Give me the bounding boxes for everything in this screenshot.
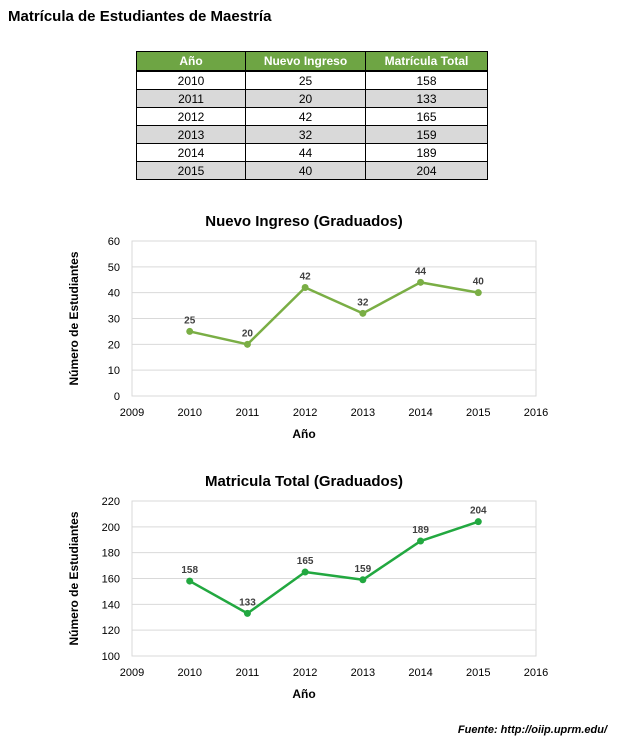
cell-year: 2015 <box>136 161 246 180</box>
data-point <box>474 289 482 297</box>
y-tick-label: 50 <box>108 262 120 274</box>
data-label: 42 <box>300 272 312 283</box>
y-tick-label: 10 <box>108 365 120 377</box>
table-row: 2012 42 165 <box>136 107 488 126</box>
cell-year: 2011 <box>136 89 246 108</box>
x-tick-label: 2011 <box>236 667 260 679</box>
y-tick-label: 200 <box>102 522 120 534</box>
y-tick-label: 180 <box>102 548 120 560</box>
data-point <box>417 278 425 286</box>
x-tick-label: 2012 <box>293 667 317 679</box>
series-line <box>189 281 479 346</box>
x-tick-label: 2015 <box>466 407 490 419</box>
x-tick-label: 2010 <box>177 667 201 679</box>
data-label: 40 <box>473 277 485 288</box>
data-point <box>417 537 425 545</box>
y-tick-label: 20 <box>108 339 120 351</box>
plot-area <box>131 240 537 397</box>
table-row: 2013 32 159 <box>136 125 488 144</box>
y-tick-label: 140 <box>102 599 120 611</box>
series-line <box>189 520 479 615</box>
data-point <box>301 284 309 291</box>
data-point <box>359 576 367 584</box>
table-row: 2014 44 189 <box>136 143 488 162</box>
y-axis-label: Número de Estudiantes <box>67 251 81 385</box>
data-point <box>301 568 309 576</box>
data-label: 158 <box>181 565 198 576</box>
y-tick-label: 30 <box>108 314 120 326</box>
source-note: Fuente: http://oiip.uprm.edu/ <box>457 724 607 736</box>
x-tick-label: 2012 <box>293 407 317 419</box>
data-label: 133 <box>239 597 256 608</box>
x-tick-label: 2010 <box>177 407 201 419</box>
chart-title: Nuevo Ingreso (Graduados) <box>205 213 403 230</box>
cell-total: 133 <box>365 89 488 108</box>
cell-total: 204 <box>365 161 488 180</box>
table-row: 2010 25 158 <box>136 70 488 90</box>
cell-year: 2013 <box>136 125 246 144</box>
cell-year: 2010 <box>136 70 246 90</box>
page-title: Matrícula de Estudiantes de Maestría <box>8 8 272 25</box>
data-label: 204 <box>470 506 487 517</box>
data-label: 20 <box>242 328 254 339</box>
x-axis-label: Año <box>292 427 315 441</box>
x-tick-label: 2009 <box>120 667 144 679</box>
plot-area <box>131 500 537 657</box>
y-tick-label: 100 <box>102 651 120 663</box>
cell-new: 42 <box>245 107 366 126</box>
y-tick-label: 0 <box>114 391 120 403</box>
y-tick-label: 160 <box>102 574 120 586</box>
x-tick-label: 2014 <box>408 407 432 419</box>
x-tick-label: 2013 <box>351 407 375 419</box>
y-tick-label: 60 <box>108 236 120 248</box>
cell-new: 20 <box>245 89 366 108</box>
data-point <box>243 340 251 348</box>
cell-new: 25 <box>245 70 366 90</box>
new-enrollment-chart: Nuevo Ingreso (Graduados) 0 10 20 30 40 50 60 20… <box>67 213 548 441</box>
y-axis-label: Número de Estudiantes <box>67 511 81 645</box>
data-label: 159 <box>355 564 372 575</box>
cell-new: 32 <box>245 125 366 144</box>
x-tick-label: 2011 <box>236 407 260 419</box>
x-tick-label: 2014 <box>408 667 432 679</box>
cell-total: 158 <box>365 70 488 90</box>
x-tick-label: 2016 <box>524 667 548 679</box>
x-tick-label: 2016 <box>524 407 548 419</box>
y-tick-label: 40 <box>108 288 120 300</box>
header-year: Año <box>136 51 246 72</box>
x-axis-label: Año <box>292 687 315 701</box>
chart-title: Matricula Total (Graduados) <box>205 473 403 490</box>
header-total-enrollment: Matrícula Total <box>365 51 488 72</box>
total-enrollment-chart: Matricula Total (Graduados) 100 120 140 160 1… <box>67 473 548 701</box>
enrollment-table: Año Nuevo Ingreso Matrícula Total 2010 2… <box>136 51 488 180</box>
y-tick-label: 120 <box>102 625 120 637</box>
cell-total: 189 <box>365 143 488 162</box>
x-tick-label: 2009 <box>120 407 144 419</box>
data-point <box>359 309 367 317</box>
cell-new: 44 <box>245 143 366 162</box>
table-row: 2015 40 204 <box>136 161 488 180</box>
x-tick-label: 2013 <box>351 667 375 679</box>
cell-new: 40 <box>245 161 366 180</box>
table-header-row: Año Nuevo Ingreso Matrícula Total <box>136 51 488 72</box>
data-point <box>243 609 251 617</box>
cell-year: 2014 <box>136 143 246 162</box>
data-label: 25 <box>184 315 196 326</box>
data-label: 44 <box>415 266 427 277</box>
cell-total: 159 <box>365 125 488 144</box>
data-label: 165 <box>297 556 314 567</box>
cell-total: 165 <box>365 107 488 126</box>
data-label: 32 <box>357 297 369 308</box>
header-new-enrollment: Nuevo Ingreso <box>245 51 366 72</box>
data-label: 189 <box>412 525 429 536</box>
x-tick-label: 2015 <box>466 667 490 679</box>
data-point <box>186 327 194 335</box>
table-row: 2011 20 133 <box>136 89 488 108</box>
data-point <box>474 518 482 526</box>
data-point <box>186 577 194 585</box>
y-tick-label: 220 <box>102 496 120 508</box>
cell-year: 2012 <box>136 107 246 126</box>
